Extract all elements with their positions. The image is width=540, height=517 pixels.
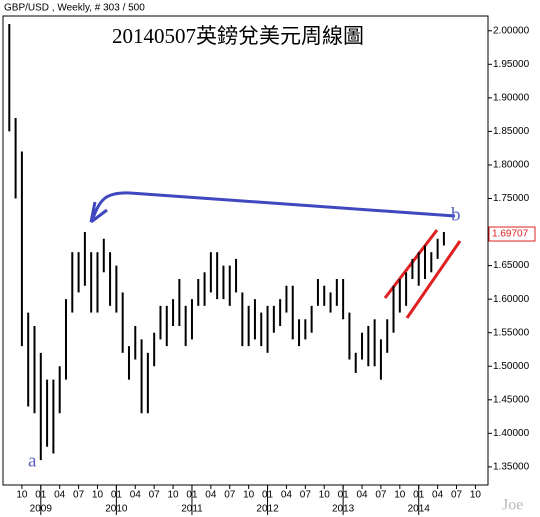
x-tick-label: 04	[432, 490, 444, 501]
arrow	[91, 191, 456, 219]
y-tick-label: 1.90000	[493, 92, 530, 103]
last-price-box	[488, 226, 536, 242]
y-tick-label: 1.85000	[493, 126, 530, 137]
y-tick-label: 1.40000	[493, 428, 530, 439]
channel-line	[405, 240, 462, 319]
year-label: 2009	[30, 504, 53, 515]
y-tick-label: 1.95000	[493, 59, 530, 70]
label-b: b	[451, 204, 461, 225]
x-tick-label: 04	[54, 490, 66, 501]
x-tick-label: 07	[224, 490, 236, 501]
year-label: 2014	[408, 504, 431, 515]
year-label: 2012	[256, 504, 279, 515]
plot-frame	[2, 15, 489, 486]
x-tick-label: 04	[130, 490, 142, 501]
x-tick-label: 04	[281, 490, 293, 501]
year-label: 2013	[332, 504, 355, 515]
x-tick-label: 10	[92, 490, 104, 501]
y-tick-label: 1.50000	[493, 361, 530, 372]
x-tick-label: 10	[243, 490, 255, 501]
x-tick-label: 10	[168, 490, 180, 501]
x-tick-label: 10	[16, 490, 28, 501]
x-tick-label: 07	[451, 490, 463, 501]
x-tick-label: 10	[319, 490, 331, 501]
y-tick-label: 1.80000	[493, 160, 530, 171]
year-label: 2010	[105, 504, 128, 515]
year-label: 2011	[181, 504, 203, 515]
x-tick-label: 10	[394, 490, 406, 501]
chart-header: GBP/USD , Weekly, # 303 / 500	[4, 3, 145, 14]
watermark: Joe	[502, 497, 523, 514]
y-tick-label: 1.65000	[493, 260, 530, 271]
arrow-head	[89, 201, 108, 224]
y-tick-label: 1.60000	[493, 294, 530, 305]
y-tick-label: 1.35000	[493, 462, 530, 473]
x-tick-label: 07	[375, 490, 387, 501]
x-tick-label: 07	[149, 490, 161, 501]
x-tick-label: 07	[73, 490, 85, 501]
x-tick-label: 04	[205, 490, 217, 501]
x-tick-label: 07	[300, 490, 312, 501]
x-tick-label: 10	[470, 490, 482, 501]
chart-title: 20140507英鎊兌美元周線圖	[112, 24, 364, 48]
y-tick-label: 1.45000	[493, 394, 530, 405]
y-tick-label: 2.00000	[493, 25, 530, 36]
label-a: a	[28, 450, 37, 471]
last-price-label: 1.69707	[492, 229, 529, 240]
y-tick-label: 1.55000	[493, 327, 530, 338]
x-tick-label: 04	[356, 490, 368, 501]
y-tick-label: 1.75000	[493, 193, 530, 204]
